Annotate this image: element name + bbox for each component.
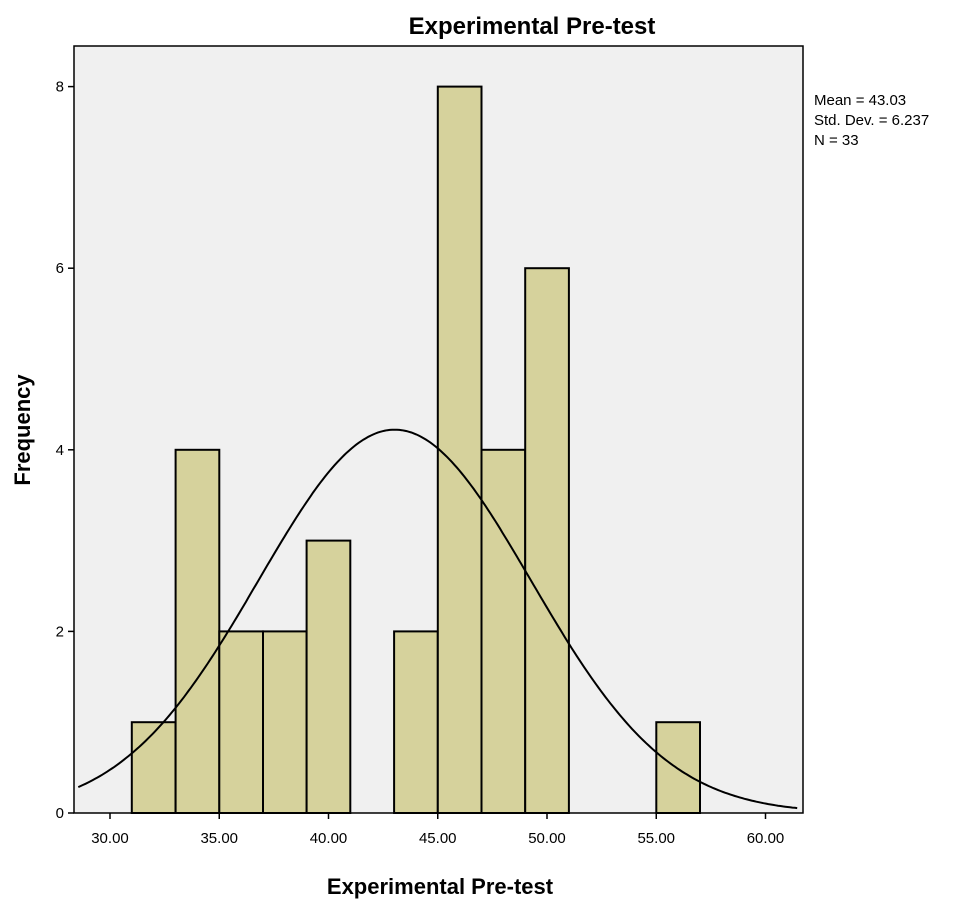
y-axis-title: Frequency (10, 374, 35, 486)
histogram-bar (524, 267, 570, 814)
x-tick-label: 50.00 (528, 830, 566, 847)
y-tick-label: 4 (56, 442, 64, 459)
chart-title: Experimental Pre-test (409, 13, 656, 40)
y-tick-label: 2 (56, 623, 64, 640)
x-tick-label: 30.00 (91, 830, 129, 847)
x-tick-label: 35.00 (200, 830, 238, 847)
histogram-bar (305, 539, 352, 814)
x-axis-title: Experimental Pre-test (327, 874, 554, 899)
histogram-bar (655, 721, 701, 815)
normal-curve-group (77, 428, 798, 810)
x-tick-label: 45.00 (419, 830, 457, 847)
histogram-bar (130, 721, 177, 815)
x-axis-ticks: 30.00 35.00 40.00 45.00 50.00 55.00 60.00 (91, 813, 784, 847)
x-tick-label: 60.00 (747, 830, 785, 847)
stat-std-dev: Std. Dev. = 6.237 (814, 112, 929, 129)
histogram-bar (436, 85, 483, 815)
stat-n: N = 33 (814, 132, 859, 149)
y-axis-ticks: 0 2 4 6 8 (56, 79, 74, 822)
stat-mean: Mean = 43.03 (814, 92, 906, 109)
histogram-bar (218, 630, 265, 815)
y-tick-label: 6 (56, 260, 64, 277)
x-tick-label: 55.00 (637, 830, 675, 847)
x-tick-label: 40.00 (310, 830, 348, 847)
histogram-bar (480, 448, 527, 814)
histogram-bar (393, 630, 439, 815)
y-tick-label: 0 (56, 805, 64, 822)
normal-curve (77, 428, 798, 810)
y-tick-label: 8 (56, 79, 64, 96)
histogram-bar (174, 448, 221, 814)
stats-box: Mean = 43.03 Std. Dev. = 6.237 N = 33 (814, 92, 929, 149)
bars-group (130, 85, 701, 815)
histogram-bar (262, 630, 308, 815)
